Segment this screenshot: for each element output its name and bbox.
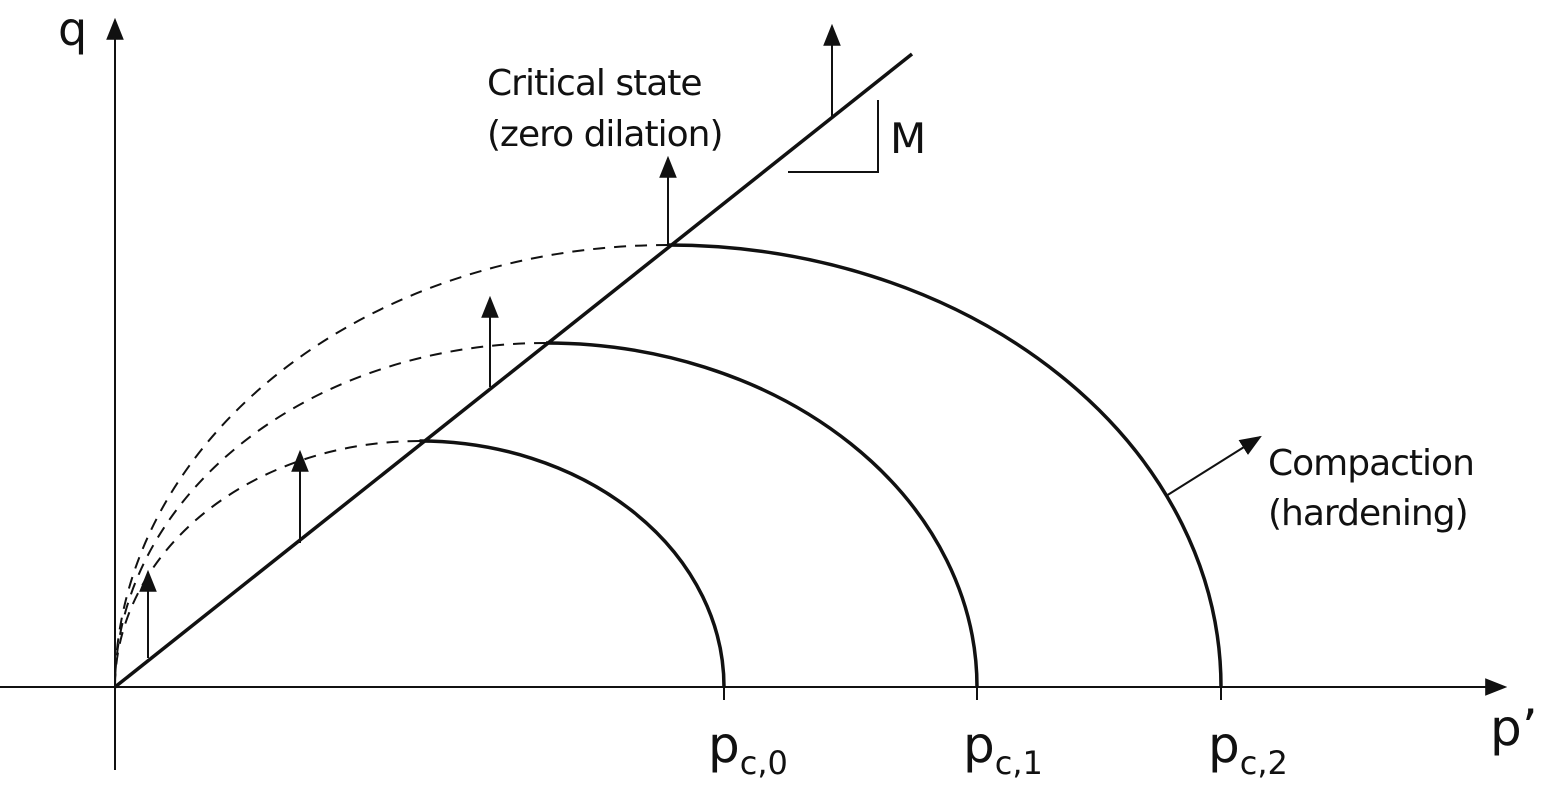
pressure-label: pc,0 <box>708 716 788 782</box>
yield-surface-0 <box>419 439 726 688</box>
p: p <box>708 716 740 774</box>
yield-surface-2 <box>667 243 1223 688</box>
yield-surface-1 <box>545 341 979 688</box>
yield-surface-0-dashed <box>114 440 420 688</box>
x-axis-label: p’ <box>1490 699 1538 757</box>
arrow <box>1165 435 1262 497</box>
pressure-label: pc,1 <box>963 716 1043 782</box>
yield-surface-1-dashed <box>114 342 547 688</box>
subscript: c,0 <box>740 744 788 782</box>
slope-triangle <box>788 100 879 173</box>
p: p <box>963 716 995 774</box>
label: Critical state <box>487 63 702 104</box>
subscript: c,1 <box>995 744 1043 782</box>
subscript: c,2 <box>1240 744 1288 782</box>
slope-label: M <box>890 114 926 163</box>
critical-state-line <box>113 52 914 689</box>
p: p <box>1208 716 1240 774</box>
pressure-label: pc,2 <box>1208 716 1288 782</box>
y-axis-label: q <box>58 2 87 56</box>
label: (zero dilation) <box>487 114 723 155</box>
yield-surface-2-dashed <box>114 244 669 688</box>
label: Compaction <box>1268 443 1474 484</box>
label: (hardening) <box>1268 493 1468 534</box>
